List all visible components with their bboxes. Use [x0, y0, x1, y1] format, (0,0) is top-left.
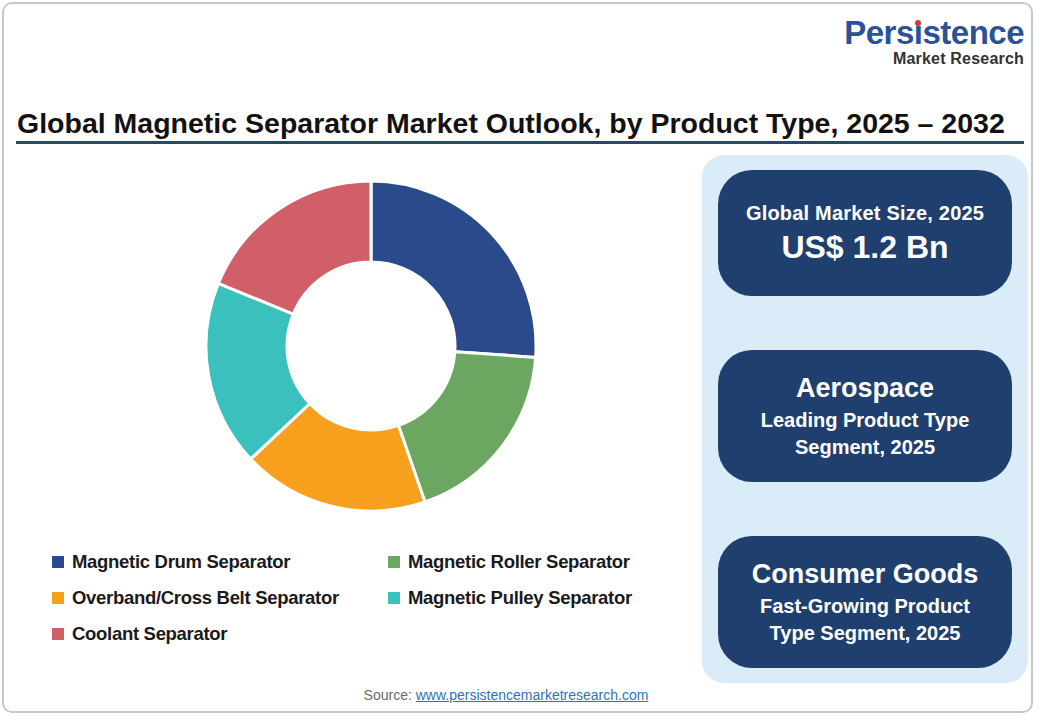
infographic-page: Persıstence Market Research Global Magne… [0, 0, 1040, 720]
source-prefix: Source: [364, 687, 416, 703]
highlight-leading-segment: Aerospace Leading Product Type Segment, … [718, 350, 1012, 482]
donut-chart [201, 176, 541, 516]
legend-label: Coolant Separator [72, 623, 227, 645]
title-underline [16, 141, 1024, 144]
legend-label: Overband/Cross Belt Separator [72, 587, 339, 609]
market-size-label: Global Market Size, 2025 [746, 200, 984, 227]
fast-growing-segment-name: Consumer Goods [752, 557, 979, 592]
legend-item-magnetic-drum-separator: Magnetic Drum Separator [52, 551, 388, 573]
legend-label: Magnetic Roller Separator [408, 551, 630, 573]
leading-segment-label: Leading Product Type Segment, 2025 [740, 407, 990, 461]
donut-slice-magnetic-roller-separator [398, 352, 535, 502]
brand-name: Persıstence [844, 16, 1024, 49]
legend-item-overband-cross-belt-separator: Overband/Cross Belt Separator [52, 587, 388, 609]
legend-item-magnetic-pulley-separator: Magnetic Pulley Separator [388, 587, 632, 609]
page-title: Global Magnetic Separator Market Outlook… [17, 107, 1027, 140]
legend-item-coolant-separator: Coolant Separator [52, 623, 388, 645]
source-link[interactable]: www.persistencemarketresearch.com [416, 687, 649, 703]
highlight-market-size: Global Market Size, 2025 US$ 1.2 Bn [718, 170, 1012, 296]
legend-swatch [52, 592, 64, 604]
chart-legend: Magnetic Drum Separator Magnetic Roller S… [52, 551, 632, 645]
legend-label: Magnetic Pulley Separator [408, 587, 632, 609]
source-line: Source: www.persistencemarketresearch.co… [0, 687, 1012, 703]
legend-swatch [52, 556, 64, 568]
leading-segment-name: Aerospace [796, 371, 934, 406]
fast-growing-segment-label: Fast-Growing Product Type Segment, 2025 [745, 593, 985, 647]
legend-swatch [388, 556, 400, 568]
donut-slice-coolant-separator [218, 181, 371, 314]
highlight-fast-growing-segment: Consumer Goods Fast-Growing Product Type… [718, 536, 1012, 668]
donut-slice-magnetic-drum-separator [371, 181, 536, 357]
brand-i-red-dot: ı [914, 16, 923, 49]
legend-item-magnetic-roller-separator: Magnetic Roller Separator [388, 551, 632, 573]
legend-swatch [388, 592, 400, 604]
market-size-value: US$ 1.2 Bn [781, 229, 948, 266]
brand-logo: Persıstence Market Research [844, 16, 1024, 68]
brand-tagline: Market Research [844, 50, 1024, 68]
legend-label: Magnetic Drum Separator [72, 551, 290, 573]
legend-swatch [52, 628, 64, 640]
highlights-panel: Global Market Size, 2025 US$ 1.2 Bn Aero… [702, 155, 1028, 683]
